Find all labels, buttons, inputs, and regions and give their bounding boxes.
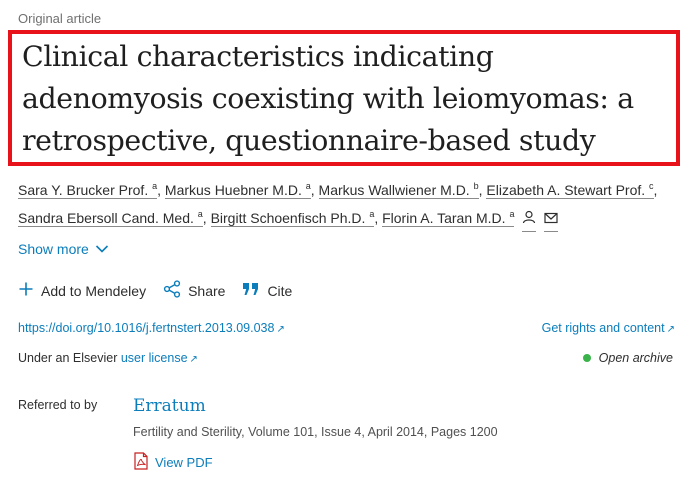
- cite-label: Cite: [267, 282, 293, 299]
- title-highlight-box: Clinical characteristics indicating aden…: [8, 30, 680, 166]
- view-pdf-label: View PDF: [155, 455, 213, 470]
- author-link[interactable]: Sara Y. Brucker Prof. a: [18, 181, 158, 199]
- share-label: Share: [188, 282, 226, 299]
- erratum-citation: Fertility and Sterility, Volume 101, Iss…: [133, 425, 498, 439]
- author-list: Sara Y. Brucker Prof. a, Markus Huebner …: [18, 174, 682, 232]
- author-link[interactable]: Florin A. Taran M.D. a: [382, 209, 515, 227]
- author-link[interactable]: Sandra Ebersoll Cand. Med. a: [18, 209, 203, 227]
- plus-icon: [18, 281, 34, 300]
- open-archive-label: Open archive: [598, 351, 673, 365]
- pdf-icon: [133, 452, 149, 473]
- get-rights-link[interactable]: Get rights and content ↗: [541, 321, 675, 335]
- show-more-button[interactable]: Show more: [18, 241, 109, 257]
- chevron-down-icon: [95, 241, 109, 257]
- mendeley-label: Add to Mendeley: [41, 282, 147, 299]
- author-link[interactable]: Elizabeth A. Stewart Prof. c: [486, 181, 654, 199]
- user-license-link[interactable]: user license ↗: [120, 351, 198, 365]
- author-link[interactable]: Markus Wallwiener M.D. b: [318, 181, 479, 199]
- author-link[interactable]: Markus Huebner M.D. a: [164, 181, 311, 199]
- view-pdf-link[interactable]: View PDF: [133, 452, 213, 473]
- quote-icon: [242, 282, 260, 299]
- share-icon: [163, 280, 181, 301]
- erratum-link[interactable]: Erratum: [133, 396, 206, 416]
- referred-by-label: Referred to by: [18, 398, 98, 412]
- article-type: Original article: [18, 11, 102, 26]
- article-toolbar: Add to Mendeley Share Cite: [18, 280, 309, 301]
- add-to-mendeley-button[interactable]: Add to Mendeley: [18, 281, 146, 300]
- author-link[interactable]: Birgitt Schoenfisch Ph.D. a: [210, 209, 375, 227]
- external-link-icon: ↗: [276, 324, 285, 335]
- doi-link[interactable]: https://doi.org/10.1016/j.fertnstert.201…: [18, 321, 285, 335]
- article-title: Clinical characteristics indicating aden…: [22, 40, 634, 157]
- open-archive-badge: Open archive: [582, 351, 673, 365]
- show-more-label: Show more: [18, 241, 89, 257]
- external-link-icon: ↗: [189, 354, 198, 365]
- person-icon[interactable]: [522, 207, 537, 232]
- cite-button[interactable]: Cite: [242, 282, 292, 299]
- green-dot-icon: [582, 354, 591, 362]
- external-link-icon: ↗: [666, 324, 675, 335]
- envelope-icon[interactable]: [544, 207, 559, 232]
- license-prefix: Under an Elsevier: [18, 351, 118, 365]
- share-button[interactable]: Share: [163, 280, 225, 301]
- license-info: Under an Elsevier user license ↗: [18, 351, 198, 365]
